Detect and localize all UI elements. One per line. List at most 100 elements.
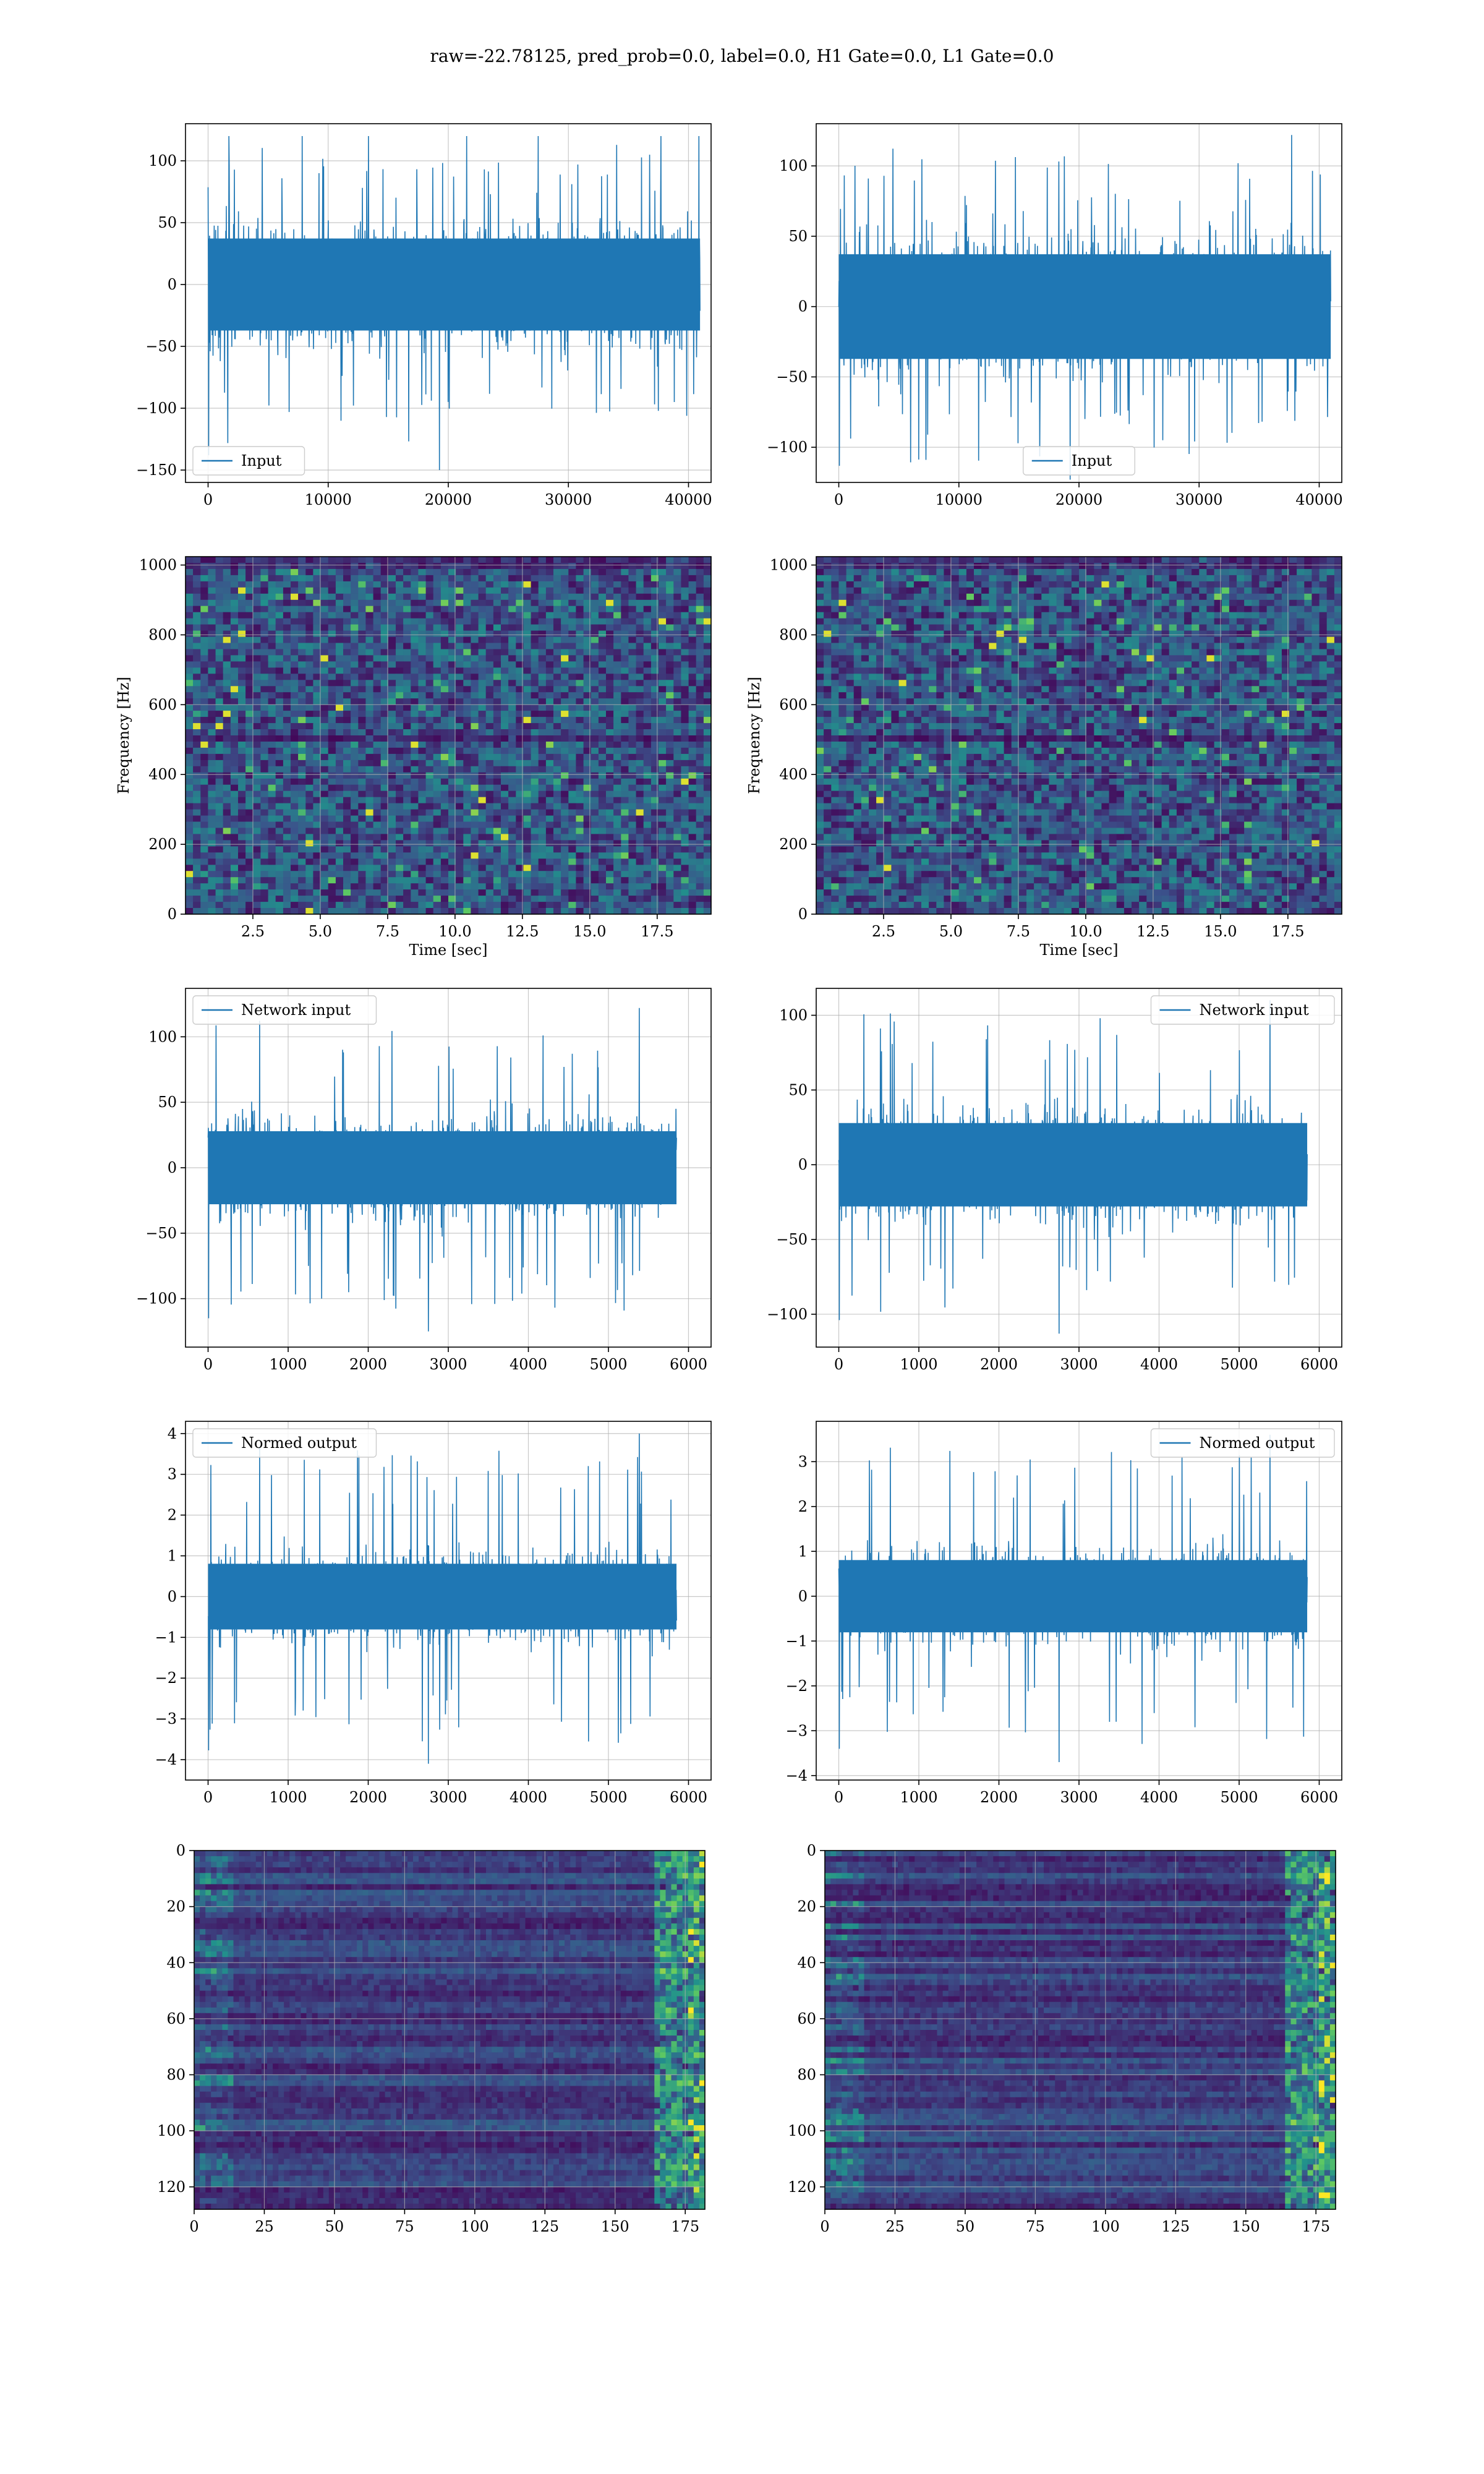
x-tick-label: 2.5 [872, 923, 895, 940]
x-tick-label: 3000 [429, 1789, 467, 1806]
y-tick-label: −100 [767, 439, 808, 456]
x-tick-label: 4000 [1140, 1789, 1178, 1806]
y-tick-label: 80 [166, 2066, 186, 2084]
x-tick-label: 0 [189, 2218, 198, 2235]
x-tick-label: 3000 [1060, 1356, 1098, 1373]
legend: Input [1023, 446, 1135, 476]
y-tick-label: −2 [786, 1677, 808, 1695]
x-tick-label: 6000 [670, 1356, 707, 1373]
y-tick-label: 20 [166, 1898, 186, 1915]
x-tick-label: 4000 [1140, 1356, 1178, 1373]
y-tick-label: −2 [155, 1669, 177, 1687]
x-tick-label: 20000 [1055, 491, 1102, 508]
x-tick-label: 2000 [349, 1356, 387, 1373]
y-tick-label: 2 [798, 1498, 808, 1515]
y-tick-label: 1 [798, 1543, 808, 1560]
y-tick-label: 0 [798, 1588, 808, 1605]
y-tick-label: −50 [145, 338, 177, 355]
legend: Normed output [192, 1428, 377, 1458]
x-tick-label: 25 [255, 2218, 274, 2235]
y-tick-label: 50 [788, 228, 808, 245]
y-tick-label: 40 [797, 1954, 816, 1971]
x-tick-label: 5000 [589, 1356, 627, 1373]
x-axis-label: Time [sec] [409, 941, 488, 959]
legend-label: Input [1072, 452, 1112, 469]
legend: Normed output [1150, 1428, 1335, 1458]
y-tick-label: 1000 [770, 557, 808, 574]
figure-title: raw=-22.78125, pred_prob=0.0, label=0.0,… [430, 46, 1054, 66]
x-tick-label: 2.5 [241, 923, 265, 940]
x-tick-label: 5.0 [939, 923, 963, 940]
legend-box [1150, 1428, 1335, 1458]
y-tick-label: 2 [168, 1507, 177, 1524]
x-tick-label: 6000 [670, 1789, 707, 1806]
x-tick-label: 6000 [1300, 1356, 1338, 1373]
spec-h1-panel: 2.5 5.0 7.5 10.0 12.5 15.0 17.5 1000 800 600 400 20… [115, 556, 712, 959]
y-tick-label: 100 [148, 1028, 177, 1045]
legend-label: Network input [241, 1001, 351, 1019]
x-tick-label: 1000 [269, 1789, 307, 1806]
x-tick-label: 175 [671, 2218, 699, 2235]
y-tick-label: −4 [786, 1767, 808, 1784]
features-h1-panel: 0 25 50 75 100 125 150 175 0 20 40 60 80 100 120 [157, 1842, 706, 2235]
axes-frame [185, 556, 712, 915]
y-tick-label: 400 [148, 766, 177, 783]
y-tick-label: 0 [798, 298, 808, 315]
y-tick-label: 100 [157, 2122, 186, 2139]
legend-box [1150, 995, 1335, 1025]
legend: Input [192, 446, 305, 476]
y-tick-label: 50 [158, 214, 177, 231]
y-tick-label: −3 [786, 1722, 808, 1739]
y-tick-label: 0 [807, 1842, 816, 1859]
y-tick-label: 0 [168, 276, 177, 293]
x-tick-label: 12.5 [506, 923, 539, 940]
legend: Network input [1150, 995, 1335, 1025]
y-tick-label: 200 [779, 836, 808, 853]
x-tick-label: 0 [834, 491, 843, 508]
y-tick-label: 0 [168, 1588, 177, 1605]
y-tick-label: −50 [776, 1231, 808, 1248]
x-tick-label: 1000 [900, 1356, 937, 1373]
axes-frame [194, 1850, 706, 2210]
legend-box [1023, 446, 1135, 476]
x-tick-label: 150 [601, 2218, 629, 2235]
x-tick-label: 40000 [665, 491, 712, 508]
y-tick-label: −50 [145, 1225, 177, 1242]
legend: Network input [192, 995, 377, 1025]
y-tick-label: 120 [157, 2178, 186, 2196]
input-l1-panel: 0 10000 20000 30000 40000 100 50 0 −50 −100 Input [767, 123, 1343, 508]
x-tick-label: 125 [531, 2218, 559, 2235]
x-tick-label: 20000 [425, 491, 472, 508]
y-tick-label: −1 [155, 1629, 177, 1646]
x-tick-label: 4000 [510, 1356, 547, 1373]
x-tick-label: 1000 [269, 1356, 307, 1373]
x-tick-label: 100 [1091, 2218, 1120, 2235]
x-tick-label: 7.5 [376, 923, 399, 940]
x-axis-label: Time [sec] [1040, 941, 1119, 959]
x-tick-label: 15.0 [573, 923, 606, 940]
x-tick-label: 5.0 [309, 923, 332, 940]
y-tick-label: 120 [788, 2178, 816, 2196]
y-axis-label: Frequency [Hz] [115, 677, 132, 794]
x-tick-label: 50 [956, 2218, 975, 2235]
y-tick-label: −100 [136, 1290, 177, 1308]
y-tick-label: 60 [797, 2010, 816, 2027]
x-tick-label: 0 [820, 2218, 829, 2235]
y-tick-label: 50 [788, 1081, 808, 1098]
y-tick-label: 50 [158, 1094, 177, 1111]
heatmap-cells [825, 1851, 1336, 2210]
x-tick-label: 2000 [980, 1789, 1018, 1806]
y-tick-label: 40 [166, 1954, 186, 1971]
y-tick-label: 0 [798, 905, 808, 923]
x-tick-label: 75 [395, 2218, 414, 2235]
series-dense-band [208, 1131, 677, 1205]
x-tick-label: 17.5 [1271, 923, 1304, 940]
y-tick-label: 80 [797, 2066, 816, 2084]
axes-frame [824, 1850, 1336, 2210]
netin-h1-panel: 0 1000 2000 3000 4000 5000 6000 100 50 0 −50 −100 Ne… [136, 988, 712, 1373]
y-tick-label: 1 [168, 1547, 177, 1565]
y-axis-label: Frequency [Hz] [746, 677, 763, 794]
y-tick-label: −3 [155, 1710, 177, 1727]
x-tick-label: 125 [1161, 2218, 1190, 2235]
